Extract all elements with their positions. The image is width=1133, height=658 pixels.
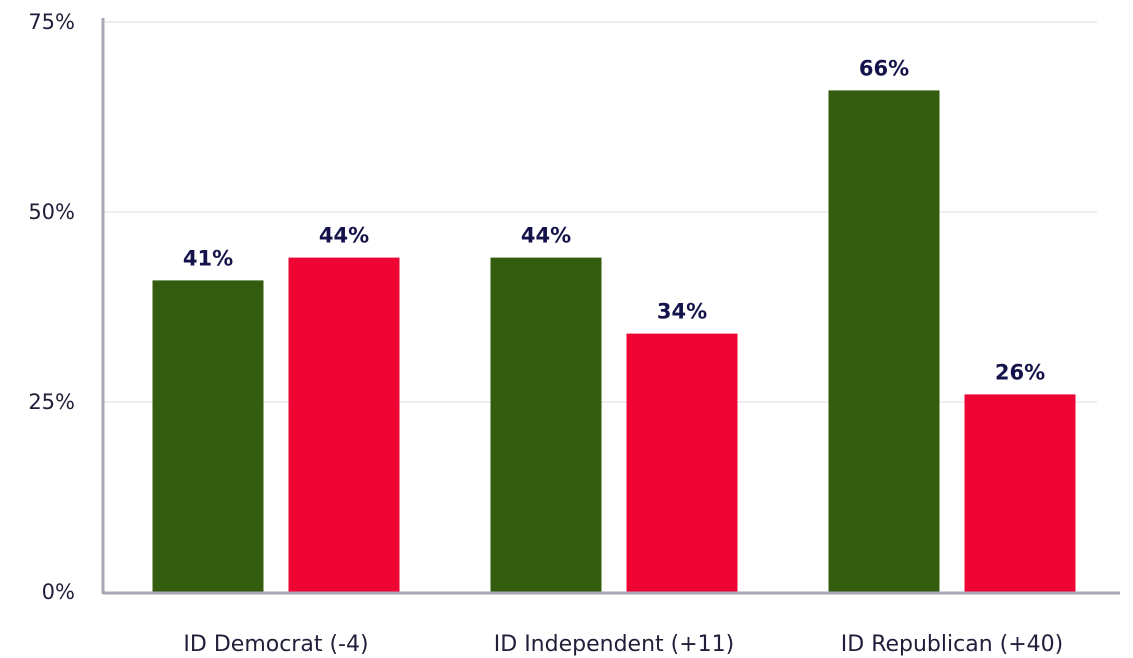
bar xyxy=(490,257,602,592)
bar xyxy=(626,333,738,592)
bars xyxy=(152,90,1076,593)
bar-value-label: 44% xyxy=(521,224,571,248)
bar xyxy=(828,90,940,593)
bar-value-label: 26% xyxy=(995,360,1045,384)
y-tick-label: 50% xyxy=(28,200,75,224)
bar-value-label: 44% xyxy=(319,224,369,248)
y-tick-label: 75% xyxy=(28,10,75,34)
bar xyxy=(288,257,400,592)
category-label: ID Democrat (-4) xyxy=(183,632,368,657)
data-labels: 41% 44% 44% 34% 66% 26% xyxy=(183,56,1045,384)
bar-value-label: 66% xyxy=(859,56,909,80)
x-axis-categories: ID Democrat (-4) ID Independent (+11) ID R… xyxy=(183,632,1063,657)
bar-value-label: 41% xyxy=(183,246,233,270)
category-label: ID Republican (+40) xyxy=(841,632,1063,657)
y-tick-label: 25% xyxy=(28,390,75,414)
category-label: ID Independent (+11) xyxy=(494,632,734,657)
bar xyxy=(964,394,1076,592)
bar xyxy=(152,280,264,592)
y-axis-ticks: 0% 25% 50% 75% xyxy=(28,10,75,604)
y-tick-label: 0% xyxy=(42,580,75,604)
bar-value-label: 34% xyxy=(657,300,707,324)
